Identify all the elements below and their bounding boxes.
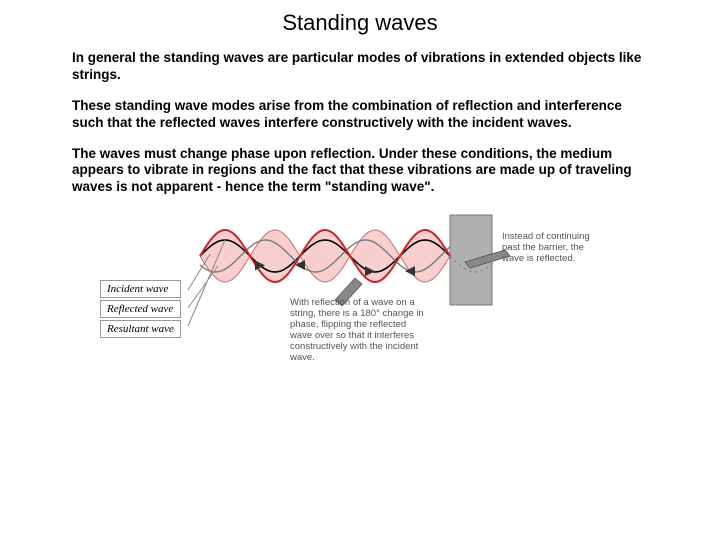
paragraph-3: The waves must change phase upon reflect…	[72, 146, 652, 197]
legend-reflected: Reflected wave	[100, 300, 181, 318]
note-phase-change: With reflection of a wave on a string, t…	[290, 298, 425, 364]
legend-resultant: Resultant wave	[100, 320, 181, 338]
paragraph-1: In general the standing waves are partic…	[72, 50, 652, 84]
diagram-container: Incident wave Reflected wave Resultant w…	[110, 210, 610, 395]
paragraph-2: These standing wave modes arise from the…	[72, 98, 652, 132]
legend: Incident wave Reflected wave Resultant w…	[100, 280, 181, 340]
page-title: Standing waves	[0, 10, 720, 36]
note-reflection: Instead of continuing past the barrier, …	[502, 232, 607, 265]
legend-incident: Incident wave	[100, 280, 181, 298]
